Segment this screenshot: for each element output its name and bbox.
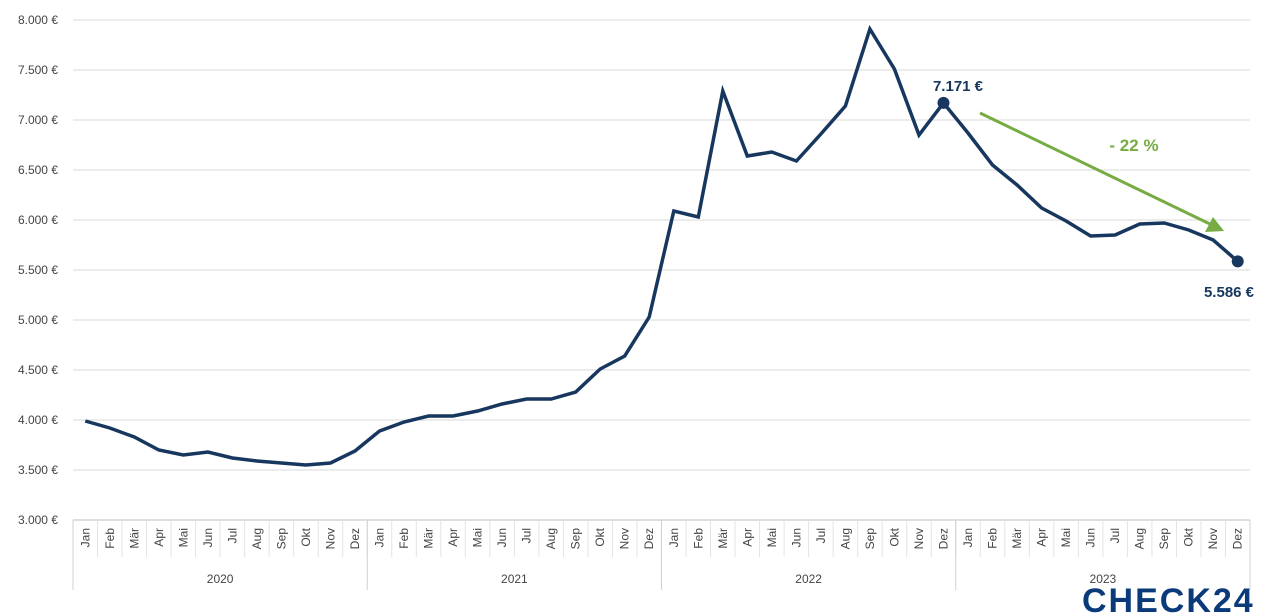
highlight-point [937,96,950,109]
x-tick-month: Dez [936,528,950,549]
x-tick-month: Sep [863,528,877,550]
x-tick-month: Feb [397,528,411,549]
x-tick-month: Mai [176,528,190,547]
annotation-start-value: 7.171 € [933,78,984,95]
x-tick-month: Mai [471,528,485,547]
x-tick-month: Mär [1010,528,1024,549]
x-tick-month: Aug [250,528,264,549]
x-tick-month: Jul [814,528,828,543]
annotation-end-value: 5.586 € [1204,284,1255,301]
y-tick-label: 5.500 € [18,263,58,277]
x-tick-month: Jun [495,528,509,547]
x-tick-month: Jan [373,528,387,547]
y-tick-label: 3.000 € [18,513,58,527]
x-tick-month: Aug [1133,528,1147,549]
x-tick-month: Jan [78,528,92,547]
x-tick-month: Jul [520,528,534,543]
x-tick-month: Nov [323,528,337,549]
arrow-head [1205,217,1224,232]
highlight-point [1231,255,1244,268]
x-tick-month: Okt [593,527,607,546]
change-arrow [979,111,1224,232]
x-tick-month: Dez [642,528,656,549]
y-tick-label: 6.500 € [18,163,58,177]
x-tick-month: Mär [422,528,436,549]
x-tick-month: Feb [986,528,1000,549]
x-tick-month: Apr [740,528,754,547]
logo: CHECK24 [1082,582,1255,615]
x-tick-month: Sep [1157,528,1171,550]
y-tick-label: 3.500 € [18,463,58,477]
x-tick-month: Jun [789,528,803,547]
x-tick-month: Jan [961,528,975,547]
y-tick-label: 6.000 € [18,213,58,227]
y-tick-label: 4.500 € [18,363,58,377]
y-tick-label: 5.000 € [18,313,58,327]
x-tick-month: Jun [1084,528,1098,547]
y-tick-label: 4.000 € [18,413,58,427]
x-tick-month: Nov [912,528,926,549]
x-tick-month: Okt [1182,527,1196,546]
x-tick-month: Apr [446,528,460,547]
x-tick-year: 2023 [1090,572,1117,586]
x-tick-month: Mär [716,528,730,549]
x-tick-month: Jan [667,528,681,547]
x-tick-month: Mai [1059,528,1073,547]
x-tick-month: Mai [765,528,779,547]
x-tick-month: Okt [887,527,901,546]
x-tick-month: Feb [103,528,117,549]
x-tick-month: Aug [544,528,558,549]
series-line [84,24,1239,467]
x-tick-month: Jul [225,528,239,543]
x-tick-month: Nov [618,528,632,549]
x-tick-month: Sep [569,528,583,550]
x-tick-month: Nov [1206,528,1220,549]
x-tick-year: 2021 [501,572,528,586]
x-tick-month: Jul [1108,528,1122,543]
x-tick-month: Dez [348,528,362,549]
x-tick-month: Sep [274,528,288,550]
x-tick-month: Apr [1035,528,1049,547]
y-tick-label: 8.000 € [18,13,58,27]
y-tick-label: 7.000 € [18,113,58,127]
x-tick-month: Aug [838,528,852,549]
x-tick-month: Mär [127,528,141,549]
x-tick-month: Jun [201,528,215,547]
x-tick-month: Okt [299,527,313,546]
x-tick-year: 2022 [795,572,822,586]
x-tick-year: 2020 [207,572,234,586]
x-tick-month: Feb [691,528,705,549]
annotation-change-percent: - 22 % [1109,136,1158,155]
x-tick-month: Dez [1231,528,1245,549]
x-tick-month: Apr [152,528,166,547]
y-tick-label: 7.500 € [18,63,58,77]
